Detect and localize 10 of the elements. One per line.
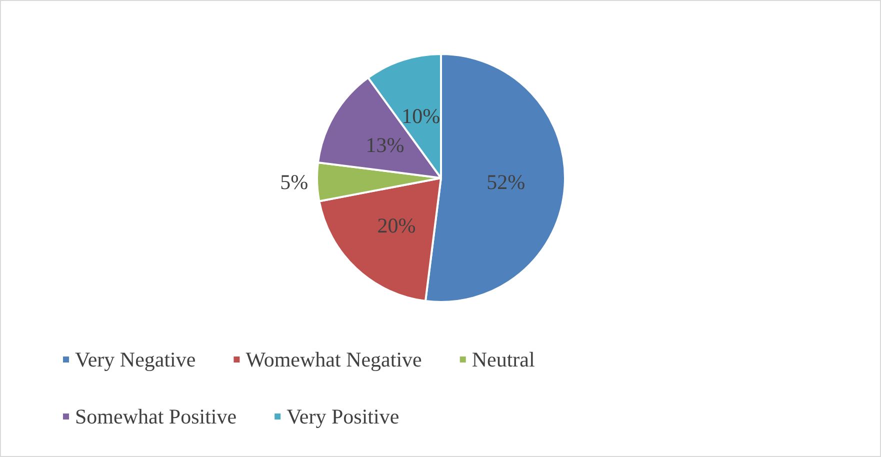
data-label: 13%	[366, 132, 404, 157]
legend-label: Somewhat Positive	[75, 404, 237, 428]
legend-label: Womewhat Negative	[246, 348, 422, 372]
legend-label: Very Positive	[286, 404, 400, 428]
data-label: 5%	[280, 170, 308, 194]
legend-label: Neutral	[472, 348, 535, 372]
data-label: 52%	[486, 170, 526, 194]
legend-label: Very Negative	[75, 348, 196, 372]
data-label: 10%	[402, 104, 440, 128]
data-label: 20%	[377, 213, 416, 238]
